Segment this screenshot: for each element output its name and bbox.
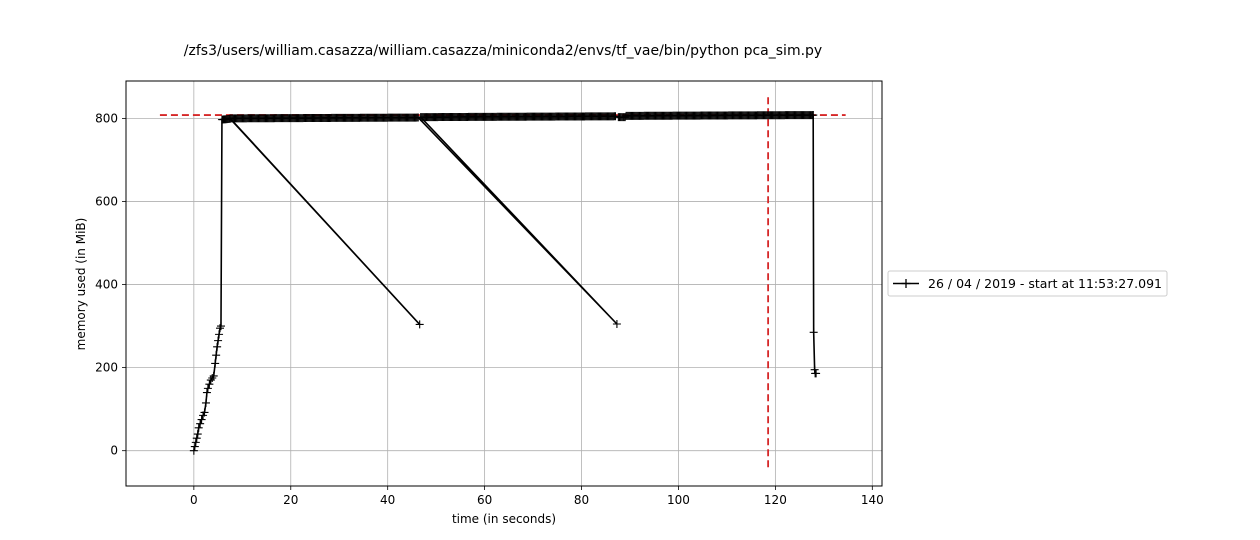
x-tick-label: 40 <box>380 493 395 507</box>
data-point-marker <box>201 398 210 407</box>
x-axis-label: time (in seconds) <box>452 512 556 526</box>
data-point-marker <box>209 371 218 380</box>
series-line <box>193 114 817 451</box>
data-point-marker <box>809 111 818 120</box>
data-point-marker <box>190 442 199 451</box>
data-point-marker <box>213 342 222 351</box>
x-tick-label: 0 <box>190 493 198 507</box>
chart-title: /zfs3/users/william.casazza/william.casa… <box>184 43 822 59</box>
axis-ticks: 0 20 40 60 80 100 120 140 0 200 400 600 800 <box>95 111 884 507</box>
data-point-marker <box>216 324 225 333</box>
legend-box <box>887 270 1168 297</box>
data-point-marker <box>415 320 424 329</box>
data-point-marker <box>202 388 211 397</box>
legend-entry-label: 26 / 04 / 2019 - start at 11:53:27.091 <box>928 276 1162 291</box>
series-markers <box>189 111 821 455</box>
data-point-marker <box>216 322 225 331</box>
plot-frame <box>125 80 883 487</box>
data-point-marker <box>191 438 200 447</box>
x-tick-label: 140 <box>861 493 884 507</box>
y-tick-label: 400 <box>95 278 118 292</box>
x-tick-label: 20 <box>283 493 298 507</box>
data-point-marker <box>200 408 209 417</box>
threshold-lines <box>159 95 846 468</box>
data-point-marker <box>194 423 203 432</box>
data-point-marker <box>212 351 221 360</box>
x-tick-label: 120 <box>764 493 787 507</box>
y-axis-label: memory used (in MiB) <box>74 218 88 351</box>
data-point-marker <box>197 415 206 424</box>
y-tick-label: 0 <box>110 444 118 458</box>
data-point-marker <box>205 380 214 389</box>
data-point-marker <box>211 359 220 368</box>
data-point-marker <box>193 430 202 439</box>
legend: 26 / 04 / 2019 - start at 11:53:27.091 <box>887 270 1168 297</box>
data-point-marker <box>203 384 212 393</box>
data-point-marker <box>196 419 205 428</box>
data-point-marker <box>215 330 224 339</box>
x-tick-label: 80 <box>574 493 589 507</box>
memory-usage-line <box>193 114 817 451</box>
data-point-marker <box>612 320 621 328</box>
data-point-marker <box>206 376 215 385</box>
y-tick-label: 600 <box>95 194 118 208</box>
data-point-marker <box>812 369 821 378</box>
data-point-marker <box>214 336 223 345</box>
data-point-marker <box>208 374 217 382</box>
y-tick-label: 800 <box>95 111 118 125</box>
x-tick-label: 100 <box>667 493 690 507</box>
data-point-marker <box>192 434 201 443</box>
x-tick-label: 60 <box>477 493 492 507</box>
data-point-marker <box>809 328 818 337</box>
y-tick-label: 200 <box>95 361 118 375</box>
legend-marker-sample <box>901 279 911 288</box>
data-point-marker <box>189 446 198 455</box>
